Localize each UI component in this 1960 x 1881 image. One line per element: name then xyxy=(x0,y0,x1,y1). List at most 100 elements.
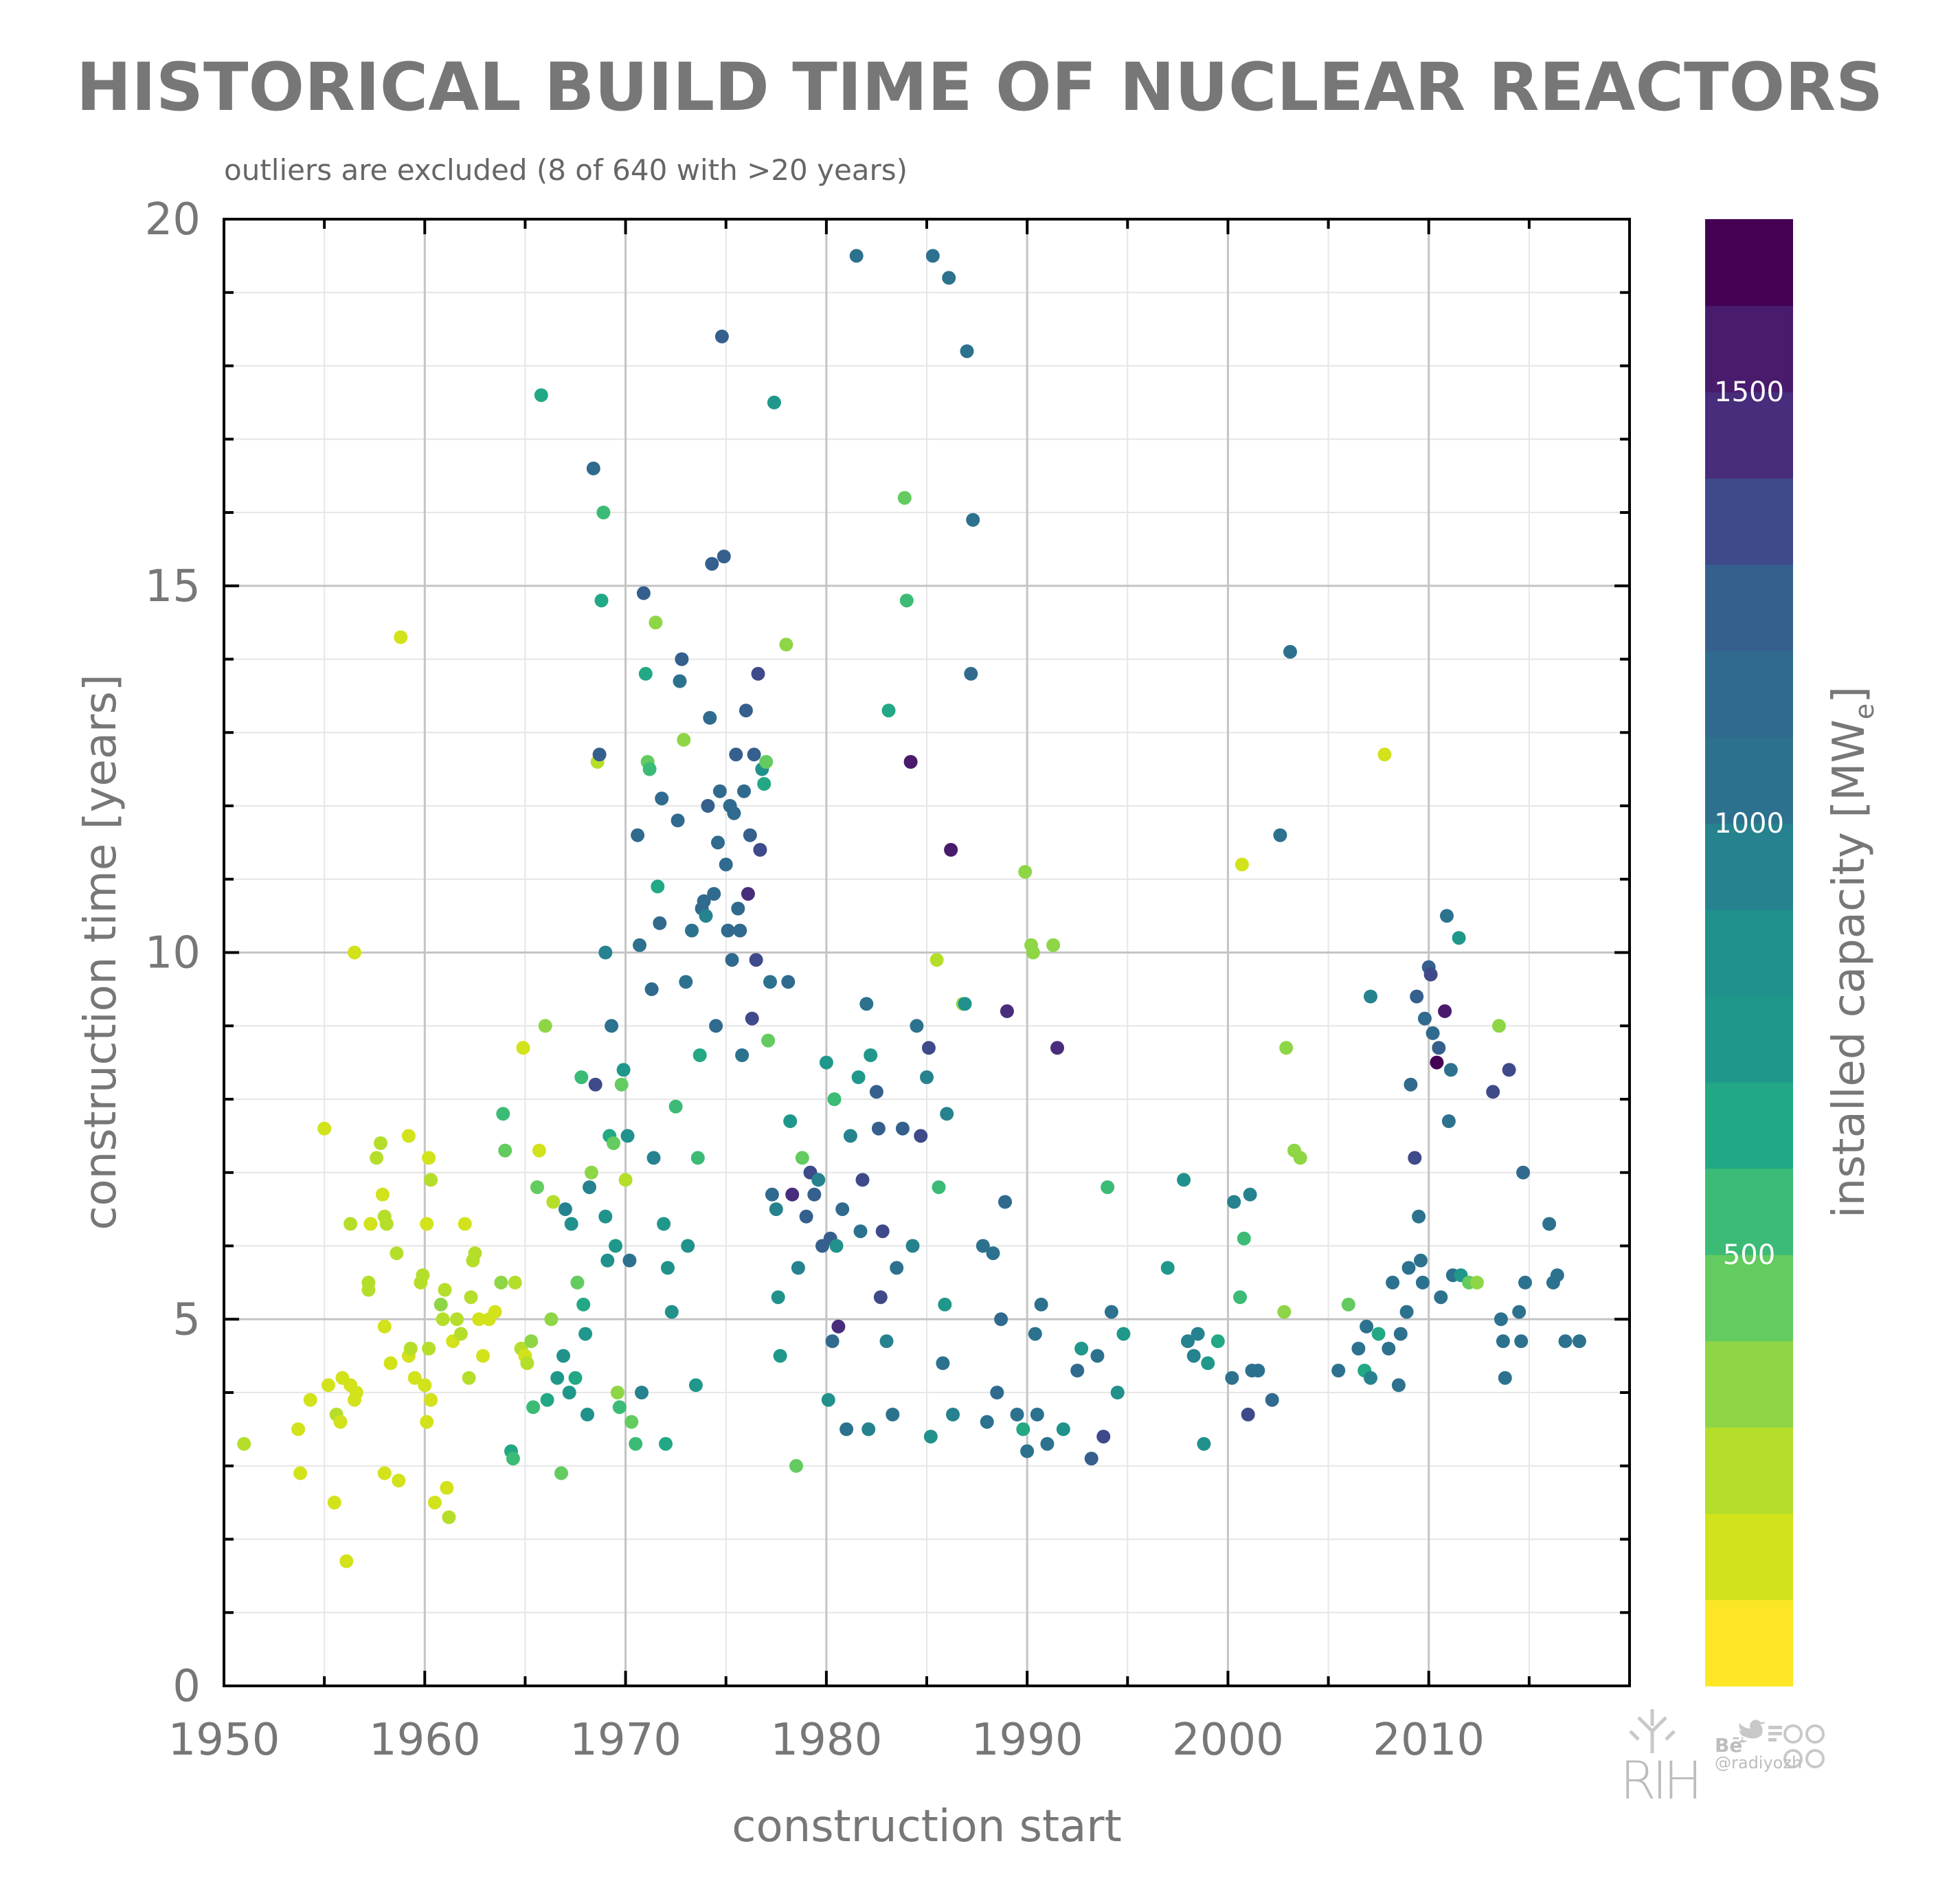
colorbar-segment xyxy=(1705,823,1793,910)
data-point xyxy=(422,1342,436,1355)
data-point xyxy=(436,1312,450,1327)
colorbar-label-subscript: e xyxy=(1849,703,1880,719)
data-point xyxy=(524,1334,539,1349)
data-point xyxy=(390,1246,404,1261)
data-point xyxy=(1277,1305,1292,1319)
data-point xyxy=(1341,1297,1355,1311)
data-point xyxy=(773,1349,787,1363)
data-point xyxy=(741,887,755,901)
data-point xyxy=(733,923,747,938)
grid xyxy=(224,219,1630,1686)
data-point xyxy=(923,1430,938,1444)
data-point xyxy=(1293,1151,1307,1165)
data-point xyxy=(875,1224,890,1239)
data-point xyxy=(583,1180,596,1195)
colorbar-label-main: installed capacity [MW xyxy=(1824,719,1875,1218)
x-axis-label: construction start xyxy=(732,1801,1121,1852)
data-point xyxy=(377,1466,392,1480)
data-point xyxy=(1056,1422,1070,1437)
data-point xyxy=(416,1268,430,1283)
data-point xyxy=(703,710,717,725)
data-point xyxy=(1360,1319,1374,1333)
colorbar-segment xyxy=(1705,650,1793,738)
data-point xyxy=(568,1371,583,1385)
data-point xyxy=(1251,1364,1265,1377)
data-point xyxy=(598,945,613,960)
data-point xyxy=(403,1342,418,1355)
data-point xyxy=(649,616,663,630)
data-point xyxy=(1160,1261,1175,1275)
data-point xyxy=(361,1283,376,1297)
data-point xyxy=(635,1386,649,1399)
data-point xyxy=(293,1466,308,1480)
data-point xyxy=(622,1253,637,1268)
data-point xyxy=(737,784,751,798)
colorbar-segment xyxy=(1705,1081,1793,1169)
data-point xyxy=(831,1319,846,1333)
colorbar-segment xyxy=(1705,1513,1793,1601)
data-point xyxy=(1233,1290,1247,1305)
colorbar: 500 1000 1500 xyxy=(1705,219,1793,1687)
colorbar-tick-label: 1500 xyxy=(1714,376,1784,408)
colorbar-label-end: ] xyxy=(1824,686,1875,703)
data-point xyxy=(651,879,665,894)
data-point xyxy=(550,1371,565,1385)
data-point xyxy=(1414,1253,1428,1268)
data-point xyxy=(879,1334,894,1349)
data-point xyxy=(636,586,651,600)
data-point xyxy=(1197,1437,1211,1451)
x-tick-label: 2010 xyxy=(1373,1715,1485,1766)
data-point xyxy=(1430,1055,1444,1070)
data-point xyxy=(869,1085,883,1099)
colorbar-tick-label: 1000 xyxy=(1714,808,1784,840)
data-point xyxy=(558,1202,572,1217)
data-point xyxy=(739,703,753,718)
data-point xyxy=(659,1437,673,1451)
data-point xyxy=(1020,1444,1035,1458)
y-tick-label: 0 xyxy=(172,1661,201,1712)
data-point xyxy=(905,1239,920,1253)
data-point xyxy=(731,901,745,916)
data-point xyxy=(322,1378,335,1393)
data-point xyxy=(1423,967,1438,982)
data-point xyxy=(468,1246,482,1261)
data-point xyxy=(1191,1327,1205,1341)
data-point xyxy=(791,1261,805,1275)
data-point xyxy=(588,1077,602,1092)
data-point xyxy=(574,1070,589,1084)
data-point xyxy=(958,997,972,1011)
data-point xyxy=(317,1121,332,1136)
data-point xyxy=(1514,1334,1529,1349)
data-point xyxy=(1498,1371,1512,1385)
data-point xyxy=(771,1290,785,1305)
data-point xyxy=(605,1019,619,1033)
colorbar-label: installed capacity [MWe] xyxy=(1824,686,1880,1218)
data-point xyxy=(453,1327,468,1341)
y-tick-label: 10 xyxy=(145,928,201,979)
data-point xyxy=(638,666,653,681)
data-point xyxy=(418,1378,432,1393)
data-point xyxy=(701,799,715,813)
data-point xyxy=(759,755,774,769)
data-point xyxy=(303,1393,317,1407)
data-point xyxy=(570,1275,585,1289)
data-point xyxy=(1440,909,1454,923)
data-point xyxy=(530,1180,544,1195)
data-point xyxy=(349,1386,363,1399)
data-point xyxy=(596,506,611,519)
data-point xyxy=(827,1092,842,1106)
data-point xyxy=(1070,1364,1085,1377)
creative-commons-icon xyxy=(1783,1724,1825,1768)
data-point xyxy=(1181,1334,1195,1349)
data-point xyxy=(1101,1180,1115,1195)
data-point xyxy=(1412,1209,1426,1224)
data-point xyxy=(427,1496,442,1510)
data-point xyxy=(657,1217,671,1231)
data-point xyxy=(853,1224,868,1239)
data-point xyxy=(829,1239,844,1253)
data-point xyxy=(925,249,940,263)
data-point xyxy=(383,1356,398,1371)
colorbar-tick-label: 500 xyxy=(1723,1239,1775,1271)
data-point xyxy=(811,1173,826,1187)
data-point xyxy=(661,1261,675,1275)
